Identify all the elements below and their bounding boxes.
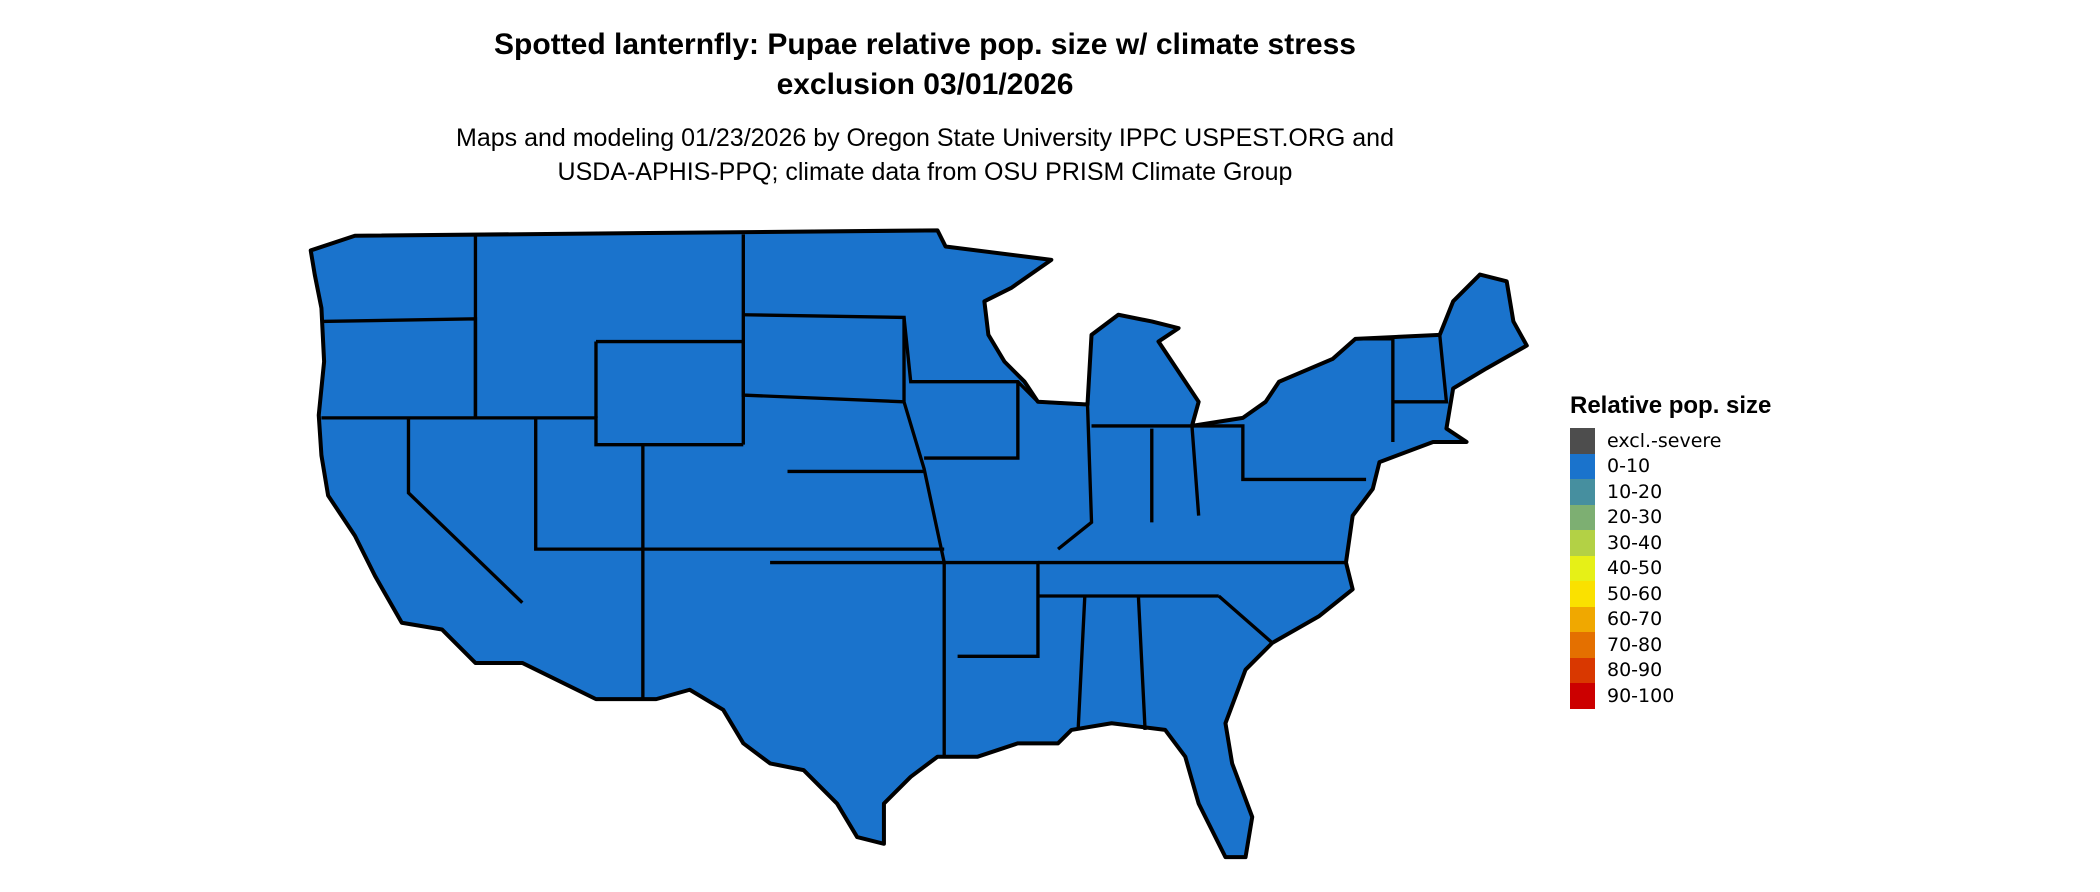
- legend-label: 30-40: [1607, 531, 1663, 554]
- state-borders: [321, 234, 1449, 757]
- legend-label: 50-60: [1607, 582, 1663, 605]
- legend-swatch: [1570, 453, 1595, 479]
- legend-item: 0-10: [1570, 453, 1771, 479]
- legend-label: 90-100: [1607, 684, 1675, 707]
- legend-swatch: [1570, 632, 1595, 658]
- legend-item: 90-100: [1570, 683, 1771, 709]
- legend-swatch: [1570, 657, 1595, 683]
- map-title-line2: exclusion 03/01/2026: [776, 68, 1074, 101]
- legend-label: 80-90: [1607, 659, 1663, 682]
- legend-item: 10-20: [1570, 479, 1771, 505]
- legend-item: excl.-severe: [1570, 428, 1771, 454]
- legend-swatch: [1570, 581, 1595, 607]
- legend-title: Relative pop. size: [1570, 392, 1772, 419]
- map-subtitle-line2: USDA-APHIS-PPQ; climate data from OSU PR…: [557, 158, 1293, 186]
- legend-item: 40-50: [1570, 555, 1771, 581]
- legend-label: excl.-severe: [1607, 429, 1722, 452]
- legend-item: 60-70: [1570, 606, 1771, 632]
- map-title-line1: Spotted lanternfly: Pupae relative pop. …: [494, 28, 1356, 61]
- legend-swatch: [1570, 479, 1595, 505]
- legend-label: 70-80: [1607, 633, 1663, 656]
- legend-swatch: [1570, 530, 1595, 556]
- legend-item: 50-60: [1570, 581, 1771, 607]
- legend-item: 30-40: [1570, 530, 1771, 556]
- legend-swatch: [1570, 555, 1595, 581]
- legend-label: 10-20: [1607, 480, 1663, 503]
- us-outline: [308, 228, 1529, 860]
- legend-swatch: [1570, 428, 1595, 454]
- legend: Relative pop. size excl.-severe 0-10 10-20…: [1570, 392, 1771, 709]
- map-subtitle-line1: Maps and modeling 01/23/2026 by Oregon S…: [456, 124, 1394, 152]
- legend-swatch: [1570, 504, 1595, 530]
- legend-item: 20-30: [1570, 504, 1771, 530]
- legend-item: 80-90: [1570, 657, 1771, 683]
- legend-label: 60-70: [1607, 608, 1663, 631]
- legend-label: 0-10: [1607, 455, 1651, 478]
- legend-item: 70-80: [1570, 632, 1771, 658]
- legend-swatch: [1570, 683, 1595, 709]
- legend-label: 20-30: [1607, 506, 1663, 529]
- legend-swatch: [1570, 606, 1595, 632]
- legend-label: 40-50: [1607, 557, 1663, 580]
